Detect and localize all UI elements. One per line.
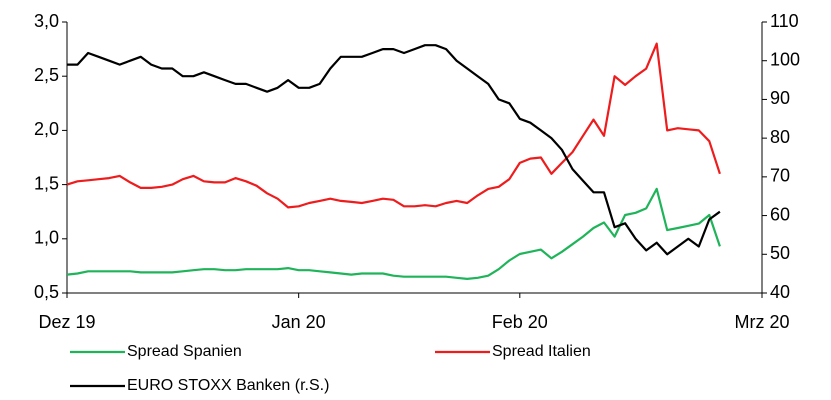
x-tick-label: Feb 20 bbox=[492, 312, 548, 332]
series-line bbox=[67, 44, 721, 256]
y-tick-label: 1,5 bbox=[34, 173, 59, 193]
y2-tick-label: 100 bbox=[770, 49, 800, 69]
y-tick-label: 2,0 bbox=[34, 119, 59, 139]
y2-tick-label: 70 bbox=[770, 166, 790, 186]
x-tick-label: Dez 19 bbox=[38, 312, 95, 332]
y2-tick-label: 80 bbox=[770, 127, 790, 147]
y-tick-label: 2,5 bbox=[34, 65, 59, 85]
y-tick-label: 0,5 bbox=[34, 282, 59, 302]
legend-label: Spread Italien bbox=[492, 343, 591, 360]
y-tick-label: 1,0 bbox=[34, 228, 59, 248]
y-tick-label: 3,0 bbox=[34, 11, 59, 31]
y2-tick-label: 90 bbox=[770, 88, 790, 108]
y2-tick-label: 110 bbox=[770, 11, 799, 31]
legend-label: Spread Spanien bbox=[127, 343, 242, 360]
y2-tick-label: 60 bbox=[770, 204, 790, 224]
y2-tick-label: 40 bbox=[770, 282, 790, 302]
y2-tick-label: 50 bbox=[770, 243, 790, 263]
legend-label: EURO STOXX Banken (r.S.) bbox=[127, 377, 329, 394]
x-tick-label: Mrz 20 bbox=[734, 312, 789, 332]
x-tick-label: Jan 20 bbox=[272, 312, 326, 332]
series-line bbox=[66, 187, 721, 280]
series-line bbox=[66, 42, 721, 209]
